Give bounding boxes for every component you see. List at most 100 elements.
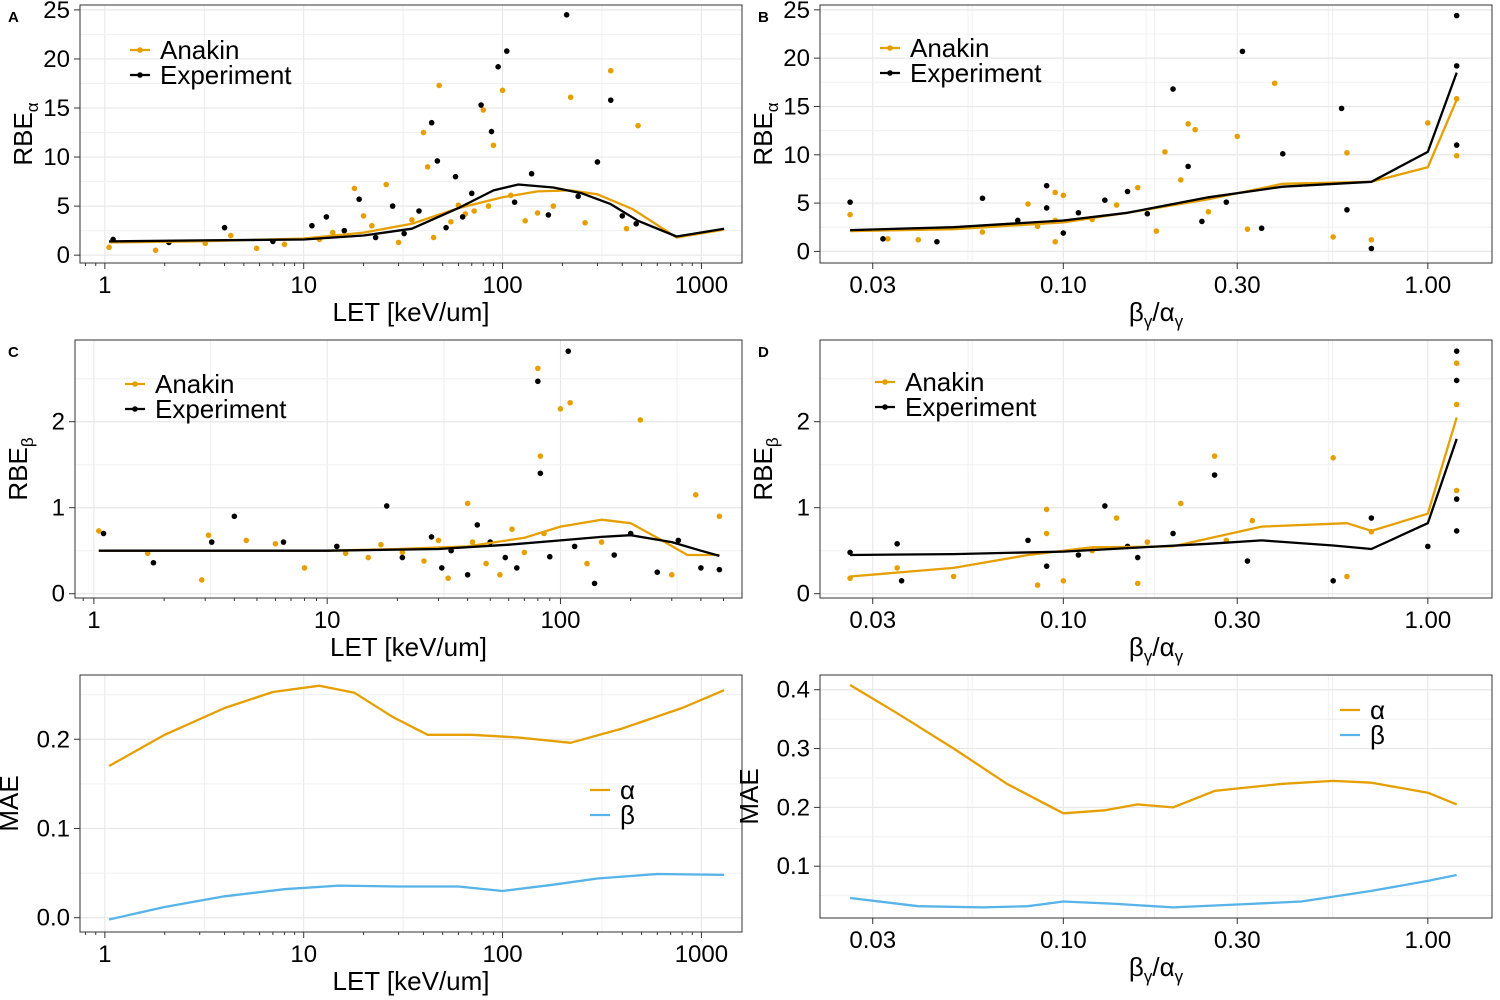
data-point <box>1453 142 1460 148</box>
data-point <box>584 560 590 567</box>
data-point <box>716 566 723 573</box>
data-point <box>281 241 288 248</box>
data-point <box>567 94 574 101</box>
legend-label: α <box>620 775 635 805</box>
data-point <box>894 541 900 547</box>
data-point <box>1134 580 1141 587</box>
data-point <box>1102 503 1108 509</box>
legend-key-point <box>137 47 143 53</box>
data-point <box>1199 218 1205 225</box>
data-point <box>106 244 112 251</box>
data-point <box>1453 63 1460 69</box>
legend-label: Anakin <box>160 35 240 65</box>
data-point <box>514 565 520 571</box>
data-point <box>309 222 315 229</box>
series-line-alpha <box>849 684 1458 815</box>
y-tick-label: 0.4 <box>777 677 810 704</box>
x-tick-label: 100 <box>483 941 523 968</box>
data-point <box>485 203 492 209</box>
y-tick-label: 15 <box>43 95 70 122</box>
data-point <box>464 500 471 507</box>
data-point <box>1192 126 1198 133</box>
data-point <box>280 539 287 545</box>
y-tick-label: 20 <box>43 46 70 73</box>
data-point <box>1453 401 1460 408</box>
series-line-anakin <box>850 417 1458 578</box>
data-point <box>1344 573 1350 580</box>
y-axis-label: MAE <box>734 768 764 824</box>
data-point <box>420 129 427 136</box>
grid <box>820 5 1492 263</box>
y-tick-label: 1 <box>52 495 65 522</box>
panel-b: 0.03 0.10 0.30 1.00 0 5 10 15 20 25 βγ/αγ RBEα Anaki… <box>748 0 1493 331</box>
data-point <box>1153 228 1160 234</box>
data-point <box>389 203 396 209</box>
data-point <box>1271 80 1278 87</box>
y-tick-label: 20 <box>783 45 810 72</box>
x-tick-label: 0.03 <box>849 927 896 954</box>
data-point <box>1043 182 1050 189</box>
data-point <box>1170 530 1176 537</box>
legend-label: Anakin <box>905 367 985 397</box>
x-axis-label: βγ/αγ <box>1129 952 1184 986</box>
data-point <box>409 217 415 223</box>
data-point <box>1052 189 1059 196</box>
x-tick-label: 0.03 <box>849 607 896 634</box>
data-point <box>1177 500 1184 507</box>
plot-frame <box>819 674 1493 919</box>
y-tick-label: 5 <box>57 193 70 220</box>
data-point <box>1453 360 1460 367</box>
data-point <box>1223 199 1230 205</box>
series-experiment <box>847 12 1460 252</box>
data-point <box>1425 120 1431 126</box>
grid <box>75 340 742 598</box>
data-point <box>435 537 442 544</box>
data-point <box>1185 121 1191 127</box>
data-point <box>550 203 557 209</box>
x-tick-label: 0.30 <box>1214 607 1261 634</box>
data-point <box>205 532 212 539</box>
data-point <box>1368 245 1375 252</box>
x-tick-label: 10 <box>290 941 317 968</box>
plot-frame <box>819 4 1493 264</box>
data-point <box>360 213 367 219</box>
series-anakin <box>847 80 1460 245</box>
y-tick-label: 0.1 <box>777 853 810 880</box>
data-point <box>1453 487 1460 494</box>
data-point <box>221 224 228 231</box>
panel-d: 0.03 0.10 0.30 1.00 0 1 2 βγ/αγ RBEβ AnakinExperi… <box>748 339 1493 666</box>
data-point <box>100 530 107 537</box>
data-point <box>1453 12 1460 19</box>
legend-label: Experiment <box>155 394 287 424</box>
data-point <box>445 575 451 582</box>
x-tick-label: 1 <box>98 941 111 968</box>
data-point <box>395 239 402 246</box>
data-point <box>1211 453 1218 459</box>
data-point <box>511 199 518 205</box>
data-point <box>198 577 205 583</box>
grid <box>80 5 742 263</box>
series-line-experiment <box>850 438 1458 557</box>
y-tick-label: 0.1 <box>37 815 70 842</box>
x-tick-label: 1.00 <box>1404 927 1451 954</box>
data-point <box>478 102 484 108</box>
data-point <box>1279 151 1286 157</box>
data-point <box>1144 210 1151 217</box>
data-point <box>633 220 640 227</box>
y-axis-label: RBEβ <box>748 437 782 500</box>
data-point <box>231 513 238 520</box>
legend: αβ <box>590 775 635 830</box>
series-line-experiment <box>850 72 1458 232</box>
data-point <box>323 214 330 220</box>
data-point <box>272 541 279 547</box>
x-tick-label: 10 <box>314 607 341 634</box>
legend-label: β <box>1370 720 1385 750</box>
data-point <box>439 565 445 571</box>
data-point <box>1244 558 1251 564</box>
data-point <box>488 128 495 135</box>
data-point <box>416 208 422 214</box>
data-point <box>208 539 215 545</box>
y-tick-label: 1 <box>797 495 810 522</box>
data-point <box>1134 184 1141 191</box>
